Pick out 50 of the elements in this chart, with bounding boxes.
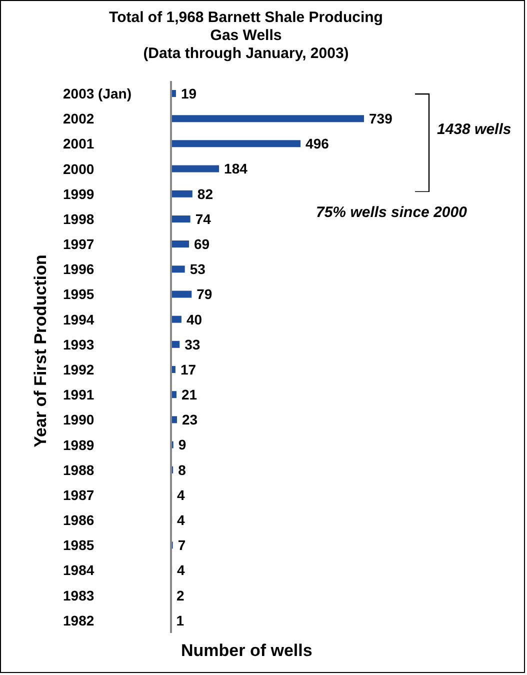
y-tick-label: 2000 <box>63 160 94 177</box>
y-tick-label: 1993 <box>63 336 94 352</box>
data-label: 2 <box>176 587 185 604</box>
y-tick-label: 1984 <box>63 562 94 578</box>
annotation: 75% wells since 2000 <box>316 204 467 221</box>
y-tick-label: 1986 <box>63 512 94 528</box>
y-tick-label: 2001 <box>63 136 94 152</box>
y-tick-label: 1989 <box>63 436 94 453</box>
data-label: 53 <box>190 261 206 278</box>
data-label: 1 <box>176 612 184 628</box>
chart-subtitle: (Data through January, 2003) <box>142 45 350 63</box>
data-label: 4 <box>177 486 186 503</box>
y-tick-label: 1996 <box>63 261 94 278</box>
data-label: 33 <box>184 336 200 352</box>
data-label: 40 <box>186 311 202 328</box>
data-label: 17 <box>180 361 196 378</box>
data-label: 82 <box>197 186 214 202</box>
y-tick-label: 1990 <box>63 412 94 428</box>
y-tick-label: 1987 <box>63 486 94 503</box>
y-tick-label: 2003 (Jan) <box>63 86 132 102</box>
data-label: 69 <box>194 236 210 252</box>
text: 1438 wells <box>437 121 512 138</box>
y-tick-label: 1988 <box>63 462 94 478</box>
y-tick-label: 1983 <box>63 587 94 604</box>
data-label: 74 <box>195 210 212 227</box>
x-axis-title: Number of wells <box>181 641 312 661</box>
data-label: 9 <box>178 436 186 453</box>
data-label: 19 <box>180 85 197 102</box>
data-label: 4 <box>177 562 186 578</box>
y-tick-label: 1982 <box>63 612 94 628</box>
y-tick-label: 1998 <box>63 210 94 227</box>
data-label: 8 <box>178 462 186 478</box>
data-label: 184 <box>224 160 248 177</box>
y-axis-title: Year of First Production <box>31 254 51 450</box>
y-tick-label: 1997 <box>63 236 94 252</box>
data-label: 21 <box>181 386 198 403</box>
chart-title: Total of 1,968 Barnett Shale Producing Gas Wells <box>108 9 384 45</box>
y-tick-label: 1999 <box>63 186 94 202</box>
data-label: 23 <box>182 412 198 428</box>
y-tick-label: 1985 <box>63 537 94 554</box>
y-tick-label: 1991 <box>63 386 94 403</box>
y-tick-label: 1994 <box>63 311 94 328</box>
y-tick-label: 1992 <box>63 362 94 378</box>
data-label: 79 <box>196 286 212 302</box>
data-label: 739 <box>369 110 393 127</box>
y-tick-label: 1995 <box>63 286 94 302</box>
data-label: 7 <box>178 537 186 554</box>
data-label: 4 <box>177 512 186 528</box>
y-tick-label: 2002 <box>63 110 94 127</box>
data-label: 496 <box>306 136 330 152</box>
